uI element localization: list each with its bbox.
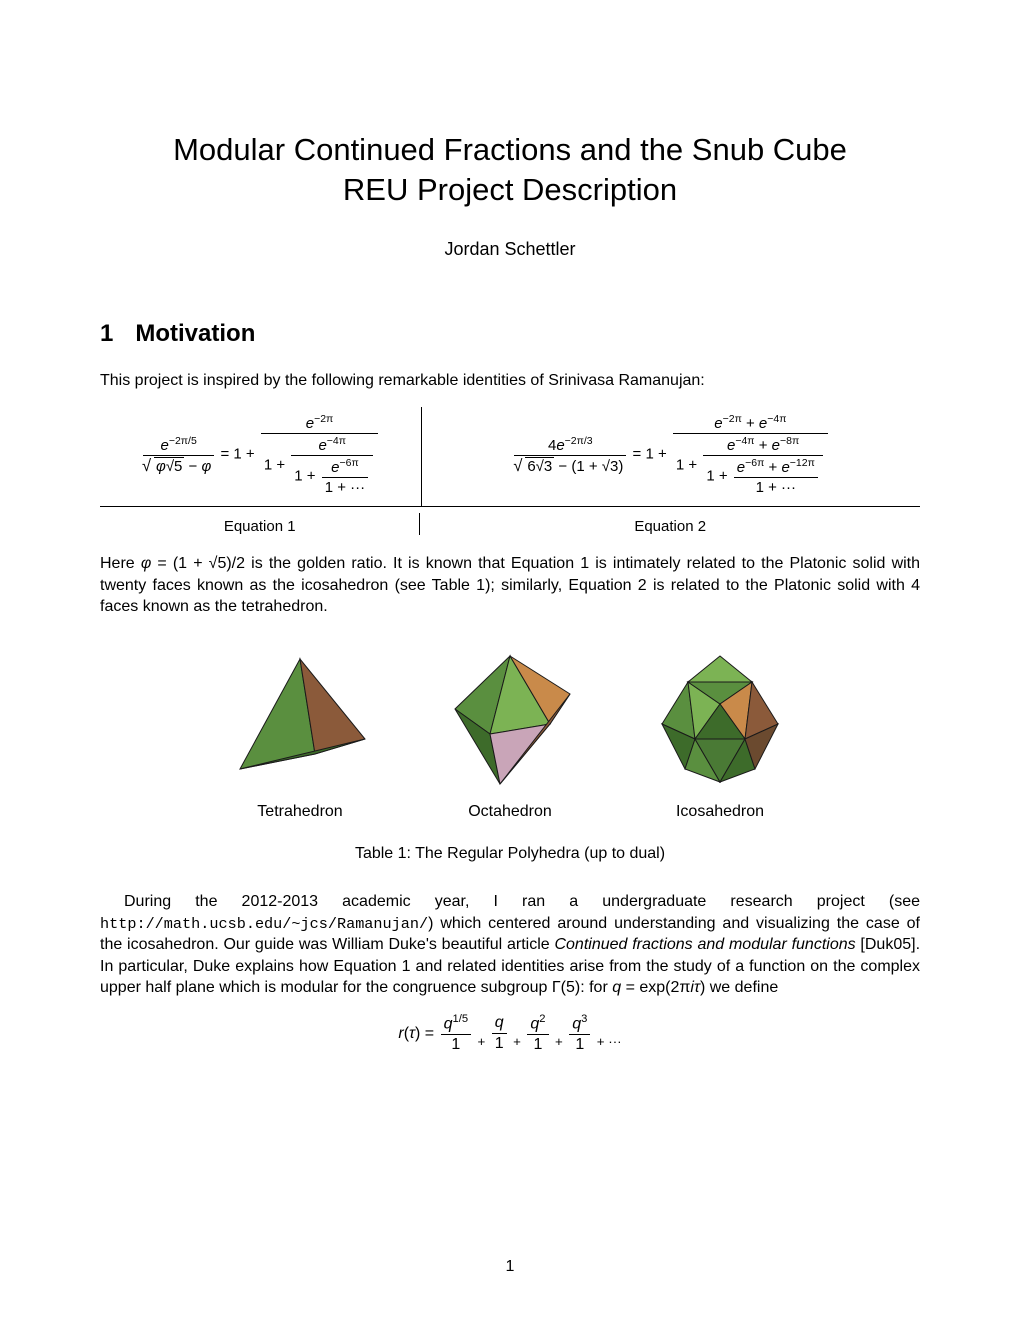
poly-label-1: Octahedron xyxy=(425,803,595,821)
para2-pre: Here xyxy=(100,555,141,572)
section-title: Motivation xyxy=(135,320,255,347)
table-1-caption: Table 1: The Regular Polyhedra (up to du… xyxy=(100,845,920,863)
icosahedron-item: Icosahedron xyxy=(635,644,805,821)
section-heading: 1 Motivation xyxy=(100,320,920,348)
octahedron-item: Octahedron xyxy=(425,644,595,821)
paragraph-2: Here φ = (1 + √5)/2 is the golden ratio.… xyxy=(100,553,920,618)
para3-text1: During the 2012-2013 academic year, I ra… xyxy=(124,893,920,910)
poly-label-0: Tetrahedron xyxy=(215,803,385,821)
page-number: 1 xyxy=(0,1258,1020,1276)
para2-rest: is the golden ratio. It is known that Eq… xyxy=(100,555,920,615)
equation-1: e−2π/5 φ√5 − φ = 1 + e−2π 1 + e−4π 1 + e… xyxy=(100,407,422,507)
equation-2-caption: Equation 2 xyxy=(420,513,920,535)
intro-text: This project is inspired by the followin… xyxy=(100,370,920,392)
equation-1-caption: Equation 1 xyxy=(100,513,420,535)
octahedron-icon xyxy=(430,644,590,794)
para3-url: http://math.ucsb.edu/~jcs/Ramanujan/ xyxy=(100,915,428,933)
equation-caption-row: Equation 1 Equation 2 xyxy=(100,513,920,535)
equation-2: 4e−2π/3 6√3 − (1 + √3) = 1 + e−2π + e−4π… xyxy=(422,407,920,507)
page: Modular Continued Fractions and the Snub… xyxy=(0,0,1020,1320)
equation-table: e−2π/5 φ√5 − φ = 1 + e−2π 1 + e−4π 1 + e… xyxy=(100,407,920,507)
title-line-1: Modular Continued Fractions and the Snub… xyxy=(100,130,920,170)
poly-label-2: Icosahedron xyxy=(635,803,805,821)
para3-text3: we define xyxy=(705,979,778,996)
paragraph-3: During the 2012-2013 academic year, I ra… xyxy=(100,891,920,999)
polyhedra-row: Tetrahedron Octahedron xyxy=(100,644,920,821)
r-tau-equation: r(τ) = q1/51 + q1 + q21 + q31 + ··· xyxy=(100,1013,920,1054)
section-number: 1 xyxy=(100,320,113,348)
author: Jordan Schettler xyxy=(100,239,920,260)
title-line-2: REU Project Description xyxy=(100,170,920,210)
title-block: Modular Continued Fractions and the Snub… xyxy=(100,130,920,211)
para3-article: Continued fractions and modular function… xyxy=(554,936,855,953)
icosahedron-icon xyxy=(640,644,800,794)
tetrahedron-icon xyxy=(220,644,380,794)
tetrahedron-item: Tetrahedron xyxy=(215,644,385,821)
